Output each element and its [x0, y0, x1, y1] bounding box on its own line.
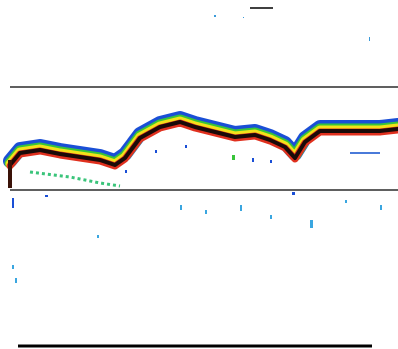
seabed-echo — [3, 111, 398, 188]
echo-layer-black — [8, 120, 398, 167]
echo-dot — [292, 192, 295, 195]
echo-dot — [180, 205, 182, 210]
echo-dot — [345, 200, 347, 203]
echo-dot — [155, 150, 157, 153]
echo-dot — [185, 145, 187, 148]
echo-dot — [369, 37, 370, 41]
echo-dot — [214, 15, 216, 17]
echo-dot — [310, 220, 313, 228]
echo-dot — [380, 205, 382, 210]
echo-dot — [15, 278, 17, 283]
echo-dot — [270, 215, 272, 219]
echo-dot — [243, 17, 244, 18]
echo-dot — [45, 195, 48, 197]
echo-dot — [350, 152, 380, 154]
echo-dot — [205, 210, 207, 214]
echo-dot — [252, 158, 254, 162]
echo-dot — [97, 235, 99, 238]
echo-dot — [240, 205, 242, 211]
echo-edge — [8, 160, 12, 188]
echo-trail — [29, 170, 121, 188]
scatter-echoes — [12, 145, 382, 283]
echo-dot — [12, 265, 14, 269]
echo-dot — [125, 170, 127, 173]
echo-dot — [232, 155, 235, 160]
echo-dot — [270, 160, 272, 163]
echo-dot — [12, 198, 14, 208]
